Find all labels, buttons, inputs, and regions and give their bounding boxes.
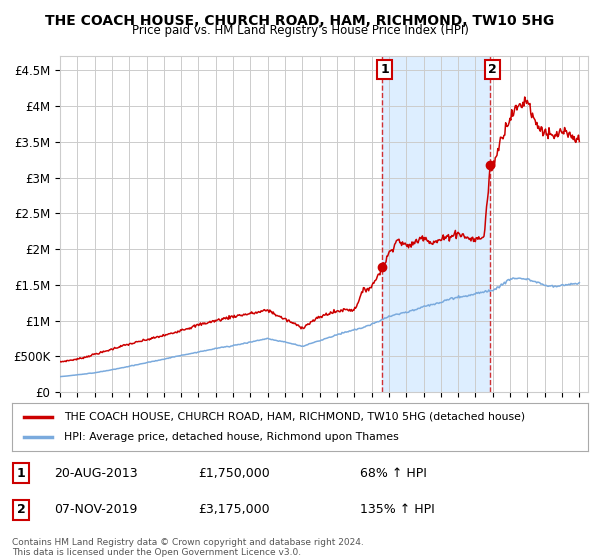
Text: 68% ↑ HPI: 68% ↑ HPI [360, 466, 427, 480]
Text: 20-AUG-2013: 20-AUG-2013 [54, 466, 137, 480]
Text: £1,750,000: £1,750,000 [198, 466, 270, 480]
Bar [382, 56, 490, 392]
Text: Contains HM Land Registry data © Crown copyright and database right 2024.
This d: Contains HM Land Registry data © Crown c… [12, 538, 364, 557]
Text: 07-NOV-2019: 07-NOV-2019 [54, 503, 137, 516]
Text: 1: 1 [380, 63, 389, 76]
Text: THE COACH HOUSE, CHURCH ROAD, HAM, RICHMOND, TW10 5HG: THE COACH HOUSE, CHURCH ROAD, HAM, RICHM… [46, 14, 554, 28]
Text: THE COACH HOUSE, CHURCH ROAD, HAM, RICHMOND, TW10 5HG (detached house): THE COACH HOUSE, CHURCH ROAD, HAM, RICHM… [64, 412, 525, 422]
Text: 2: 2 [17, 503, 25, 516]
Text: 135% ↑ HPI: 135% ↑ HPI [360, 503, 435, 516]
Text: 1: 1 [17, 466, 25, 480]
Text: 2: 2 [488, 63, 497, 76]
Text: Price paid vs. HM Land Registry's House Price Index (HPI): Price paid vs. HM Land Registry's House … [131, 24, 469, 37]
Text: HPI: Average price, detached house, Richmond upon Thames: HPI: Average price, detached house, Rich… [64, 432, 398, 442]
Text: £3,175,000: £3,175,000 [198, 503, 269, 516]
